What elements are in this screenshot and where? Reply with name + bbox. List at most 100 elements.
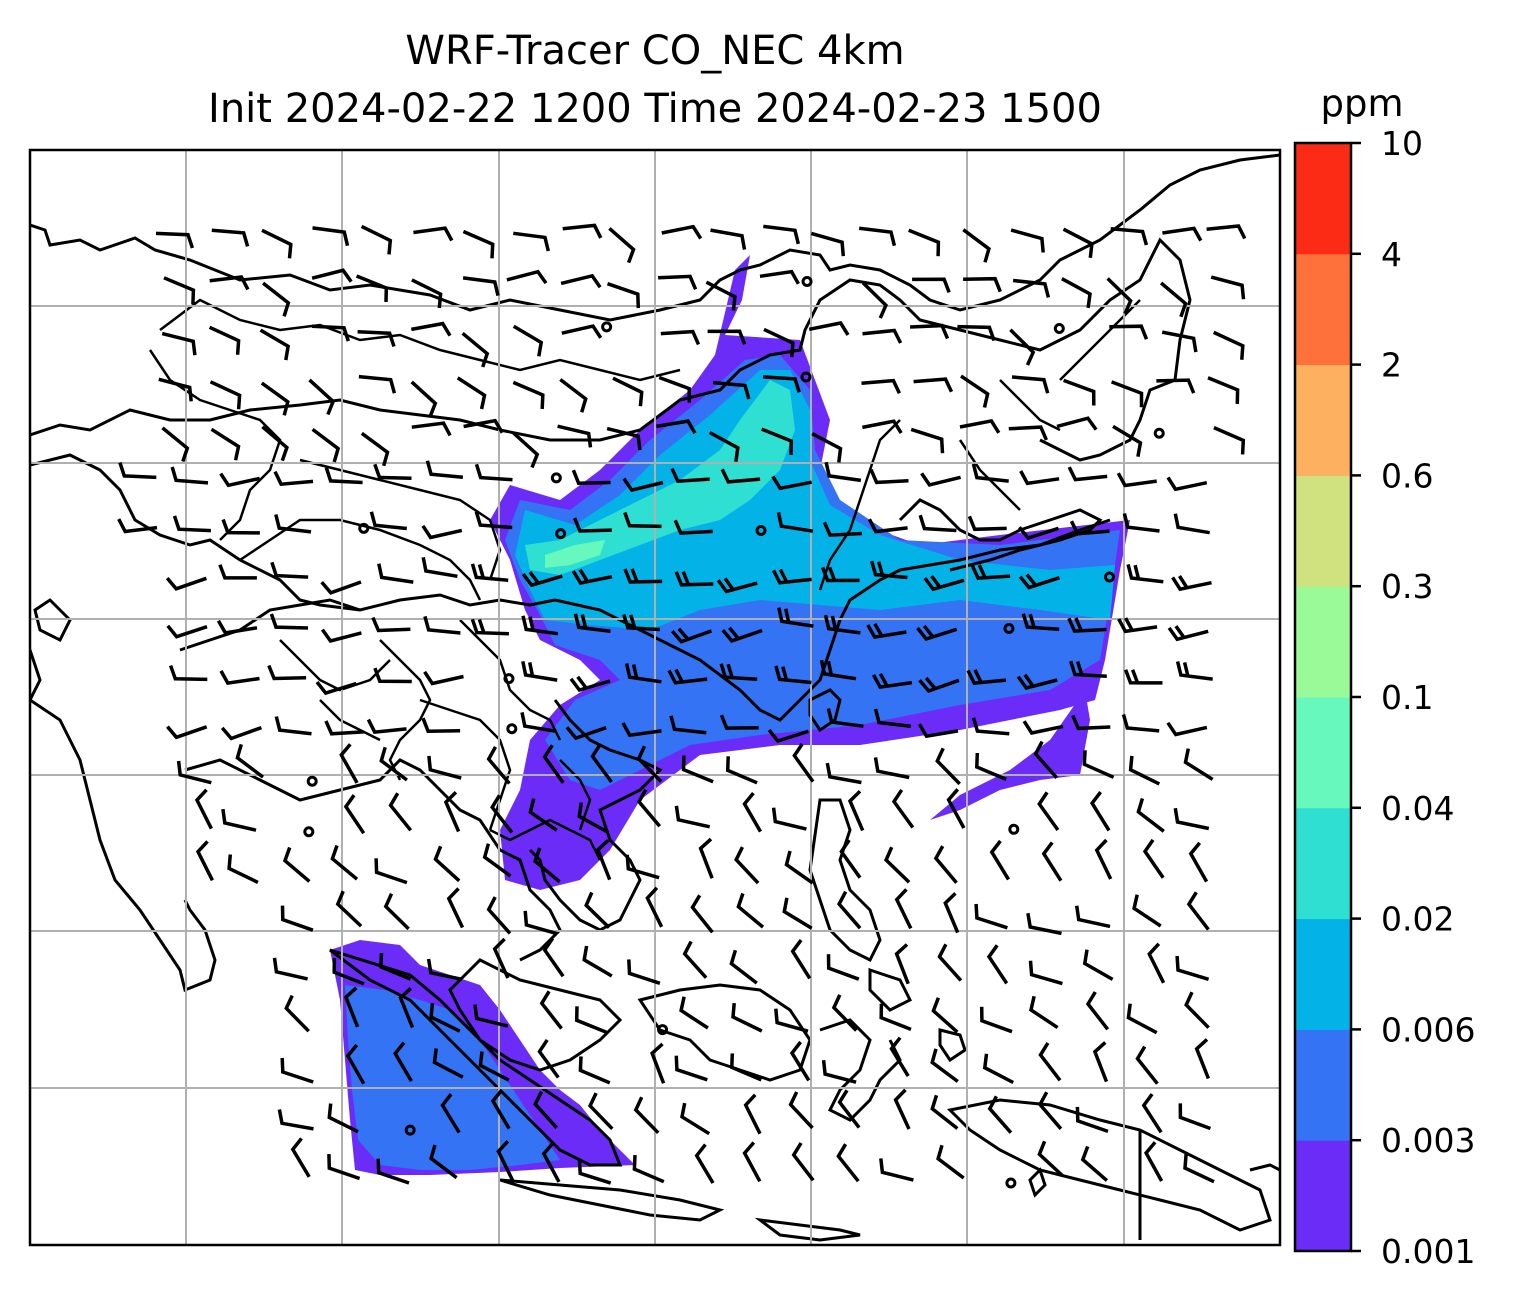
colorbar-tick-label: 0.3 [1381,567,1433,606]
wind-barb [1183,748,1214,781]
wind-barb [736,892,765,929]
wind-barb [962,228,991,263]
colorbar-unit: ppm [1320,82,1403,125]
wind-barb [708,430,740,462]
wind-barb [1183,1153,1215,1184]
wind-barb [486,896,512,935]
wind-barb [423,670,464,686]
wind-barb [393,1041,413,1082]
wind-barb [267,664,307,681]
wind-barb [979,1006,1013,1034]
wind-barb [421,556,458,579]
wind-barb [421,524,463,540]
wind-barb [1184,991,1210,1029]
wind-barb [763,327,795,358]
wind-barb [612,376,644,407]
plume-east [930,690,1090,820]
wind-barb [762,375,801,393]
wind-barb [960,374,990,408]
wind-barb [894,888,913,930]
wind-barb [523,910,558,936]
wind-barb [1010,228,1045,253]
wind-barb [308,378,336,416]
wind-barb [388,792,413,832]
calm-wind-marker [800,371,812,383]
wind-barb [819,659,857,681]
wind-barb [272,957,308,981]
wind-barb [1056,416,1098,431]
wind-barb [694,1143,715,1184]
wind-barb [170,466,209,485]
wind-barb [379,746,408,782]
wind-barb [1094,838,1113,880]
wind-barb [163,276,196,305]
wind-barb [221,518,260,535]
wind-barb [1156,378,1196,394]
wind-barb [720,468,761,484]
wind-barb [774,1008,809,1033]
wind-barb [1008,425,1049,441]
wind-barb [155,231,195,249]
wind-barb [674,570,714,587]
colorbar-tick-label: 10 [1381,124,1423,163]
wind-barb [729,949,758,985]
wind-barb [742,791,763,833]
wind-barb [670,627,713,644]
wind-barb [1207,376,1240,404]
wind-barb [777,607,814,628]
wind-barb [918,676,960,694]
wind-barb [282,846,311,883]
wind-barb [1167,625,1209,642]
wind-barb [1159,281,1188,318]
wind-barb [578,1056,611,1085]
wind-barb [975,752,1007,782]
wind-barb [1166,476,1208,492]
wind-barb [577,1159,612,1185]
wind-barb [360,431,390,467]
wind-barb [432,1048,464,1079]
wind-barb [650,1042,666,1084]
wind-barb [474,511,513,530]
wind-barb [521,660,558,682]
wind-barb [582,945,613,978]
wind-barb [1132,894,1162,928]
wind-barb [742,1141,762,1183]
wind-barb [1126,563,1164,584]
wind-barb [957,324,996,342]
wind-barb [731,1002,763,1033]
wind-barb [624,663,662,684]
colorbar-tick-label: 0.003 [1381,1121,1475,1160]
wind-barb [716,577,758,594]
wind-barb [565,726,607,741]
wind-barb [931,997,959,1034]
wind-barb [982,1053,1015,1085]
coastlines [30,153,1280,1242]
wind-barb [373,667,412,684]
wind-barb [873,757,910,780]
wind-barb [970,564,1011,581]
wind-barb [1092,1041,1109,1083]
wind-barb [1085,991,1110,1031]
wind-barb [913,377,954,393]
calm-wind-marker [306,775,318,787]
wind-barb [176,760,212,785]
wind-barb [645,886,664,928]
wind-barb [290,1137,311,1178]
wind-barb [311,324,350,342]
wind-barb [771,807,807,831]
wind-barb [682,940,708,979]
wind-barb [473,1004,509,1028]
wind-barb [440,1093,461,1134]
wind-barb [118,462,157,480]
wind-barb [622,613,660,632]
wind-barb [330,844,359,881]
wind-barb [908,228,941,257]
calm-wind-marker [801,276,813,288]
wind-barb [492,937,510,979]
calm-wind-marker [303,826,315,838]
wind-barb [1028,960,1063,986]
wind-barb [1011,375,1050,394]
wind-barb [760,427,794,456]
wind-barb [767,728,809,744]
wind-barb [590,743,613,784]
